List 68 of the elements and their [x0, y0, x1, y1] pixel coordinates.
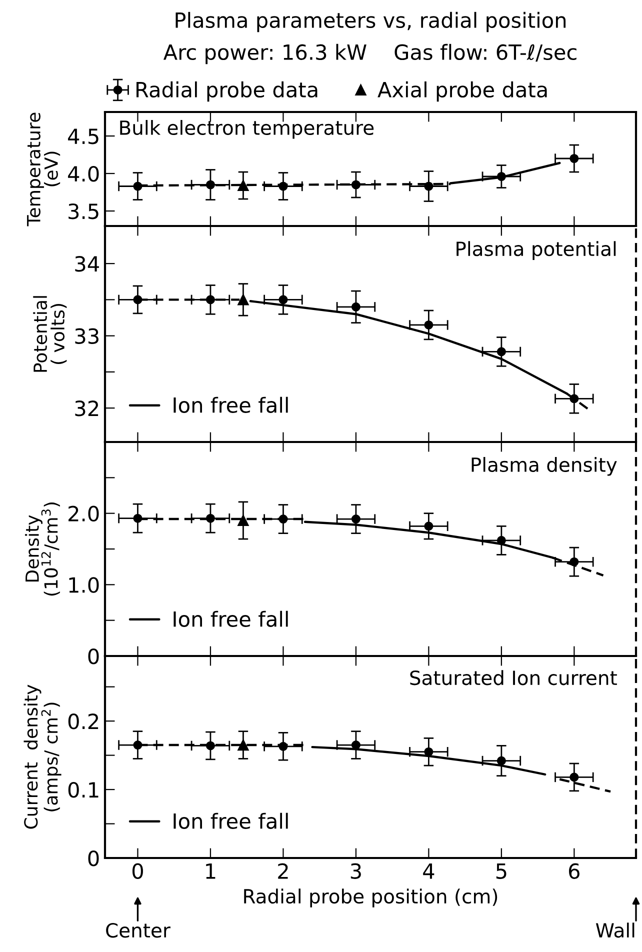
y-tick-label: 0.2: [68, 714, 98, 730]
annotation: Saturated Ion current: [410, 670, 617, 686]
chart-title: Plasma parameters vs, radial position: [176, 12, 566, 32]
y-tick-label: 33: [75, 328, 98, 344]
point: [424, 522, 434, 531]
point: [496, 172, 506, 182]
point: [133, 182, 142, 191]
point: [133, 740, 142, 750]
y-axis-title: Current density (amps/ cm$^{2}$): [24, 684, 62, 829]
text: Wall: [596, 922, 634, 938]
point: [206, 180, 215, 190]
point: [351, 514, 360, 524]
point: [424, 182, 434, 191]
x-tick-label: 3: [350, 863, 361, 879]
point: [351, 180, 360, 190]
y-tick-label: 0.1: [68, 782, 98, 798]
x-tick-label: 2: [278, 863, 288, 879]
x-tick-label: 1: [206, 864, 216, 879]
annotation: Bulk electron temperature: [120, 120, 374, 139]
y-axis-title: Density (10$^{12}$/cm$^{3}$): [25, 502, 60, 596]
point: [570, 154, 579, 164]
point: [278, 742, 288, 751]
point: [206, 741, 215, 750]
point: [496, 347, 506, 356]
point: [133, 514, 142, 523]
point: [278, 514, 288, 524]
point: [238, 294, 249, 306]
point: [238, 514, 249, 526]
point: [278, 295, 288, 304]
point: [351, 302, 360, 312]
point: [278, 182, 288, 191]
point: [570, 772, 579, 782]
x-tick-label: 4: [423, 864, 434, 879]
y-axis-title: Temperature (eV): [27, 112, 60, 226]
y-tick-label: 2.0: [68, 506, 99, 522]
point: [570, 557, 579, 566]
x-tick-label: 5: [496, 864, 506, 879]
text: Center: [106, 922, 170, 938]
point: [133, 295, 142, 304]
x-tick-label: 6: [569, 863, 580, 879]
y-tick-label: 4.5: [68, 128, 98, 144]
legend-label: Radial probe data: [136, 81, 318, 102]
x-tick-label: 0: [132, 863, 143, 879]
y-tick-label: 0: [88, 850, 99, 866]
legend-label: Ion free fall: [174, 610, 288, 627]
x-axis-title: Radial probe position (cm): [244, 888, 498, 908]
y-tick-label: 3.5: [68, 203, 98, 220]
legend-label: Axial probe data: [378, 81, 547, 102]
legend-label: Ion free fall: [174, 812, 288, 829]
point: [496, 756, 506, 766]
y-tick-label: 1.0: [69, 577, 99, 593]
point: [424, 747, 434, 756]
y-tick-label: 32: [75, 400, 98, 416]
point: [424, 320, 434, 330]
point: [496, 536, 506, 545]
point: [238, 739, 249, 751]
point: [238, 180, 249, 192]
y-tick-label: 0: [88, 648, 99, 664]
chart-subtitle: Arc power: 16.3 kW Gas flow: 6T-ℓ/sec: [163, 44, 576, 64]
y-tick-label: 4.0: [68, 166, 99, 182]
point: [206, 295, 215, 304]
y-tick-label: 34: [75, 256, 99, 272]
annotation: Plasma potential: [456, 241, 616, 260]
point: [206, 514, 215, 523]
annotation: Plasma density: [472, 456, 617, 476]
point: [570, 394, 579, 404]
y-axis-title: Potential ( volts): [33, 296, 67, 372]
legend-label: Ion free fall: [174, 396, 288, 413]
